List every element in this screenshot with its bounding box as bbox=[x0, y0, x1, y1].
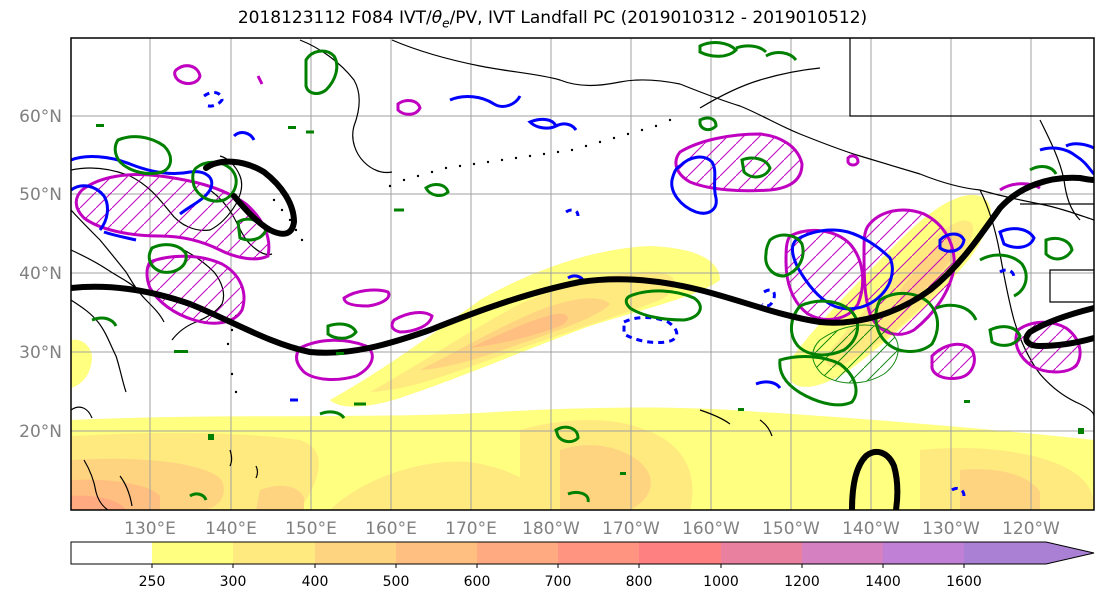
lon-label-150w: 150°W bbox=[762, 519, 820, 539]
map-area bbox=[71, 38, 1094, 510]
title-rest: /PV, IVT Landfall PC (2019010312 - 20190… bbox=[449, 8, 868, 28]
colorbar-label-250: 250 bbox=[139, 574, 166, 590]
lon-label-140e: 140°E bbox=[205, 519, 257, 539]
thick-black-contour bbox=[71, 158, 1094, 510]
title-theta: θ bbox=[431, 8, 443, 28]
colorbar-segment-7 bbox=[639, 542, 721, 564]
lon-label-140w: 140°W bbox=[842, 519, 900, 539]
colorbar-segment-1 bbox=[152, 542, 233, 564]
theta-e-hatched-region bbox=[812, 324, 899, 384]
colorbar-label-1000: 1000 bbox=[703, 574, 739, 590]
lat-label-50n: 50°N bbox=[19, 185, 62, 205]
colorbar-label-1200: 1200 bbox=[784, 574, 820, 590]
colorbar-segment-10 bbox=[883, 542, 964, 564]
landfall-pc-contours-open bbox=[173, 64, 1041, 381]
lon-label-170w: 170°W bbox=[602, 519, 660, 539]
colorbar-extend-arrow bbox=[964, 542, 1094, 564]
lat-label-30n: 30°N bbox=[19, 343, 62, 363]
lon-label-130w: 130°W bbox=[922, 519, 980, 539]
colorbar-segment-4 bbox=[396, 542, 477, 564]
colorbar-segment-8 bbox=[721, 542, 802, 564]
colorbar-label-700: 700 bbox=[545, 574, 572, 590]
colorbar-label-800: 800 bbox=[626, 574, 653, 590]
colorbar-label-1400: 1400 bbox=[865, 574, 901, 590]
title-theta-subscript: e bbox=[442, 16, 450, 31]
lon-label-180w: 180°W bbox=[522, 519, 580, 539]
lon-label-170e: 170°E bbox=[445, 519, 497, 539]
colorbar-segment-0 bbox=[71, 542, 152, 564]
lon-label-160e: 160°E bbox=[365, 519, 417, 539]
colorbar-segment-9 bbox=[802, 542, 883, 564]
lon-label-120w: 120°W bbox=[1002, 519, 1060, 539]
colorbar-label-1600: 1600 bbox=[946, 574, 982, 590]
landfall-pc-contours bbox=[74, 132, 1082, 380]
scattered-marks bbox=[96, 124, 1084, 475]
colorbar: 250 300 400 500 600 700 800 1000 1200 14… bbox=[70, 541, 1095, 590]
lat-label-60n: 60°N bbox=[19, 107, 62, 127]
map-frame bbox=[70, 37, 1095, 511]
colorbar-label-300: 300 bbox=[220, 574, 247, 590]
lat-label-20n: 20°N bbox=[19, 422, 62, 442]
colorbar-segment-3 bbox=[315, 542, 396, 564]
colorbar-label-500: 500 bbox=[383, 574, 410, 590]
longitude-labels: 130°E 140°E 150°E 160°E 170°E 180°W 170°… bbox=[124, 519, 1060, 539]
lat-label-40n: 40°N bbox=[19, 264, 62, 284]
title-main: 2018123112 F084 IVT/ bbox=[237, 8, 432, 28]
lon-label-130e: 130°E bbox=[124, 519, 176, 539]
colorbar-segment-5 bbox=[477, 542, 558, 564]
map-title: 2018123112 F084 IVT/θe/PV, IVT Landfall … bbox=[0, 8, 1105, 30]
lon-label-160w: 160°W bbox=[682, 519, 740, 539]
colorbar-segment-6 bbox=[558, 542, 639, 564]
pv-contours-dashed bbox=[202, 91, 1016, 497]
colorbar-label-400: 400 bbox=[302, 574, 329, 590]
aleutian-islands bbox=[226, 118, 672, 394]
colorbar-outline bbox=[70, 541, 1095, 565]
colorbar-segment-2 bbox=[233, 542, 315, 564]
lon-label-150e: 150°E bbox=[285, 519, 337, 539]
latitude-labels: 60°N 50°N 40°N 30°N 20°N bbox=[19, 107, 62, 442]
colorbar-label-600: 600 bbox=[464, 574, 491, 590]
